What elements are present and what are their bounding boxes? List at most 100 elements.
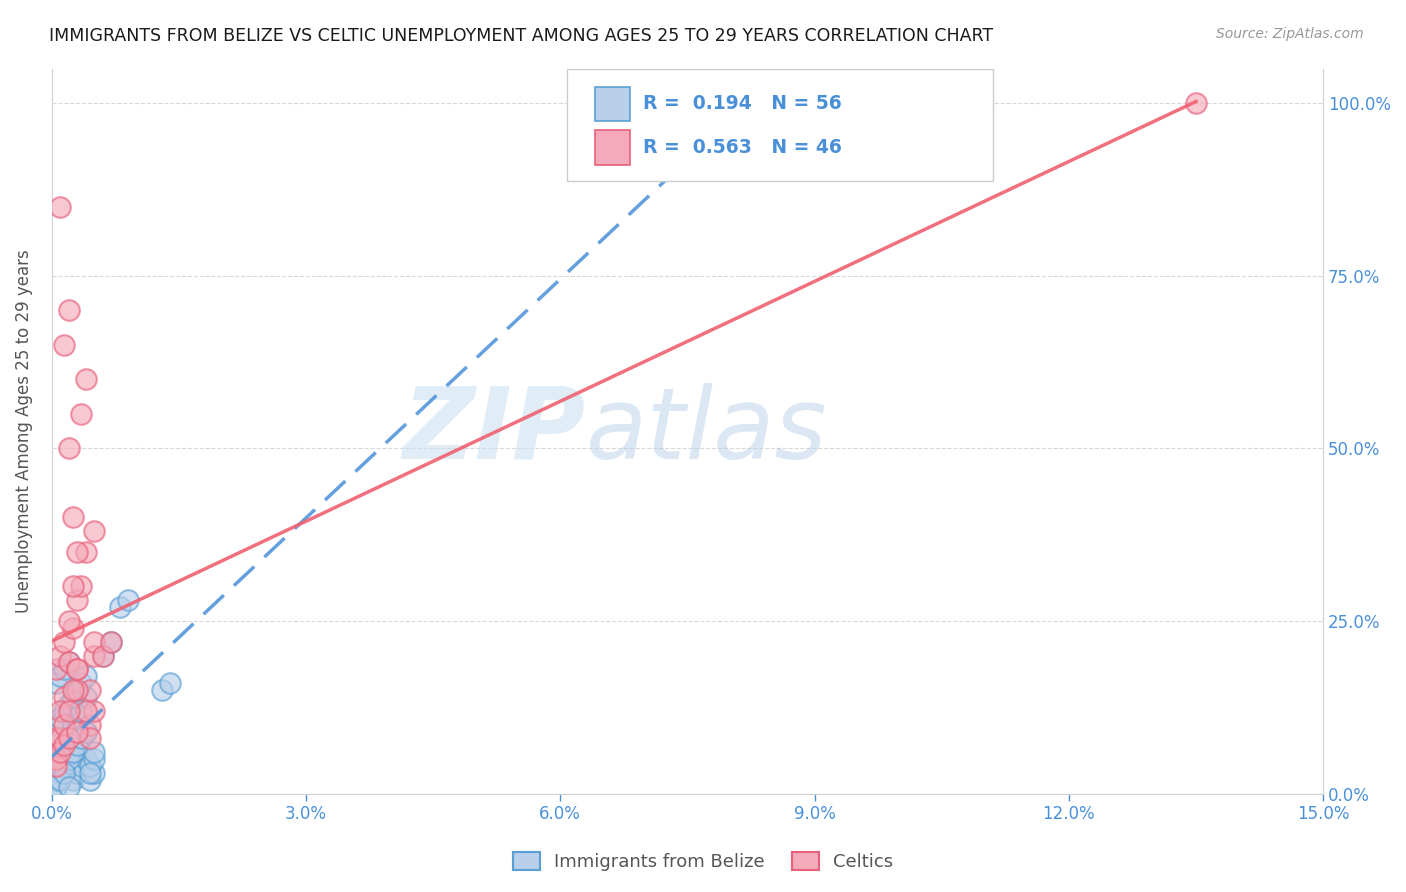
Point xyxy=(58,442,80,456)
Point xyxy=(53,759,76,773)
Point xyxy=(62,690,84,704)
Point xyxy=(83,524,105,539)
Point xyxy=(53,739,76,753)
Point xyxy=(70,676,93,690)
Point xyxy=(91,648,114,663)
Point xyxy=(70,704,93,718)
Point xyxy=(159,676,181,690)
Point xyxy=(66,739,89,753)
Point xyxy=(45,772,67,787)
Point xyxy=(79,772,101,787)
Point xyxy=(70,731,93,746)
FancyBboxPatch shape xyxy=(595,130,630,165)
Point xyxy=(108,600,131,615)
Point xyxy=(62,510,84,524)
Point xyxy=(117,593,139,607)
Point xyxy=(58,704,80,718)
Point xyxy=(91,648,114,663)
Point xyxy=(62,772,84,787)
Point xyxy=(49,648,72,663)
Point xyxy=(75,752,97,766)
Point xyxy=(62,621,84,635)
Point xyxy=(53,634,76,648)
Text: R =  0.563   N = 46: R = 0.563 N = 46 xyxy=(643,138,842,157)
Point xyxy=(75,372,97,386)
Point xyxy=(66,662,89,676)
Legend: Immigrants from Belize, Celtics: Immigrants from Belize, Celtics xyxy=(505,845,901,879)
Point xyxy=(45,752,67,766)
Point xyxy=(79,717,101,731)
Point xyxy=(75,545,97,559)
Point xyxy=(49,731,72,746)
Point xyxy=(75,724,97,739)
Point xyxy=(70,731,93,746)
Point xyxy=(100,634,122,648)
Point xyxy=(83,766,105,780)
FancyBboxPatch shape xyxy=(567,69,993,181)
Point xyxy=(53,704,76,718)
Point xyxy=(58,656,80,670)
Point xyxy=(79,683,101,698)
Point xyxy=(53,690,76,704)
Point xyxy=(79,731,101,746)
Point xyxy=(49,772,72,787)
Point xyxy=(49,745,72,759)
Point xyxy=(53,662,76,676)
Point xyxy=(62,717,84,731)
Point xyxy=(70,759,93,773)
Text: R =  0.194   N = 56: R = 0.194 N = 56 xyxy=(643,94,842,112)
Point xyxy=(49,766,72,780)
Point xyxy=(45,759,67,773)
Point xyxy=(45,717,67,731)
Point xyxy=(1185,96,1208,111)
Point xyxy=(58,614,80,628)
Point xyxy=(66,683,89,698)
Point xyxy=(53,766,76,780)
Point xyxy=(49,772,72,787)
Point xyxy=(62,579,84,593)
Point xyxy=(83,752,105,766)
Point xyxy=(62,683,84,698)
Point xyxy=(75,704,97,718)
Point xyxy=(49,669,72,683)
Point xyxy=(49,745,72,759)
Point xyxy=(75,690,97,704)
Text: IMMIGRANTS FROM BELIZE VS CELTIC UNEMPLOYMENT AMONG AGES 25 TO 29 YEARS CORRELAT: IMMIGRANTS FROM BELIZE VS CELTIC UNEMPLO… xyxy=(49,27,993,45)
Point xyxy=(53,717,76,731)
Point xyxy=(45,780,67,794)
Point xyxy=(58,656,80,670)
Point xyxy=(75,669,97,683)
Text: ZIP: ZIP xyxy=(402,383,586,480)
Point xyxy=(58,780,80,794)
Point xyxy=(66,662,89,676)
Point xyxy=(58,303,80,318)
Point xyxy=(45,662,67,676)
Point xyxy=(53,338,76,352)
Point xyxy=(83,634,105,648)
Point xyxy=(58,759,80,773)
Point xyxy=(58,731,80,746)
Point xyxy=(45,676,67,690)
Point xyxy=(66,724,89,739)
FancyBboxPatch shape xyxy=(595,87,630,121)
Point xyxy=(45,752,67,766)
Point xyxy=(83,648,105,663)
Text: Source: ZipAtlas.com: Source: ZipAtlas.com xyxy=(1216,27,1364,41)
Point xyxy=(49,200,72,214)
Text: atlas: atlas xyxy=(586,383,827,480)
Point xyxy=(62,745,84,759)
Point xyxy=(45,780,67,794)
Point xyxy=(62,745,84,759)
Point xyxy=(49,704,72,718)
Point xyxy=(79,759,101,773)
Point xyxy=(58,697,80,711)
Point xyxy=(83,745,105,759)
Point xyxy=(53,766,76,780)
Point xyxy=(58,731,80,746)
Point xyxy=(79,766,101,780)
Point xyxy=(66,711,89,725)
Point xyxy=(45,752,67,766)
Point xyxy=(66,683,89,698)
Point xyxy=(53,739,76,753)
Point xyxy=(70,407,93,421)
